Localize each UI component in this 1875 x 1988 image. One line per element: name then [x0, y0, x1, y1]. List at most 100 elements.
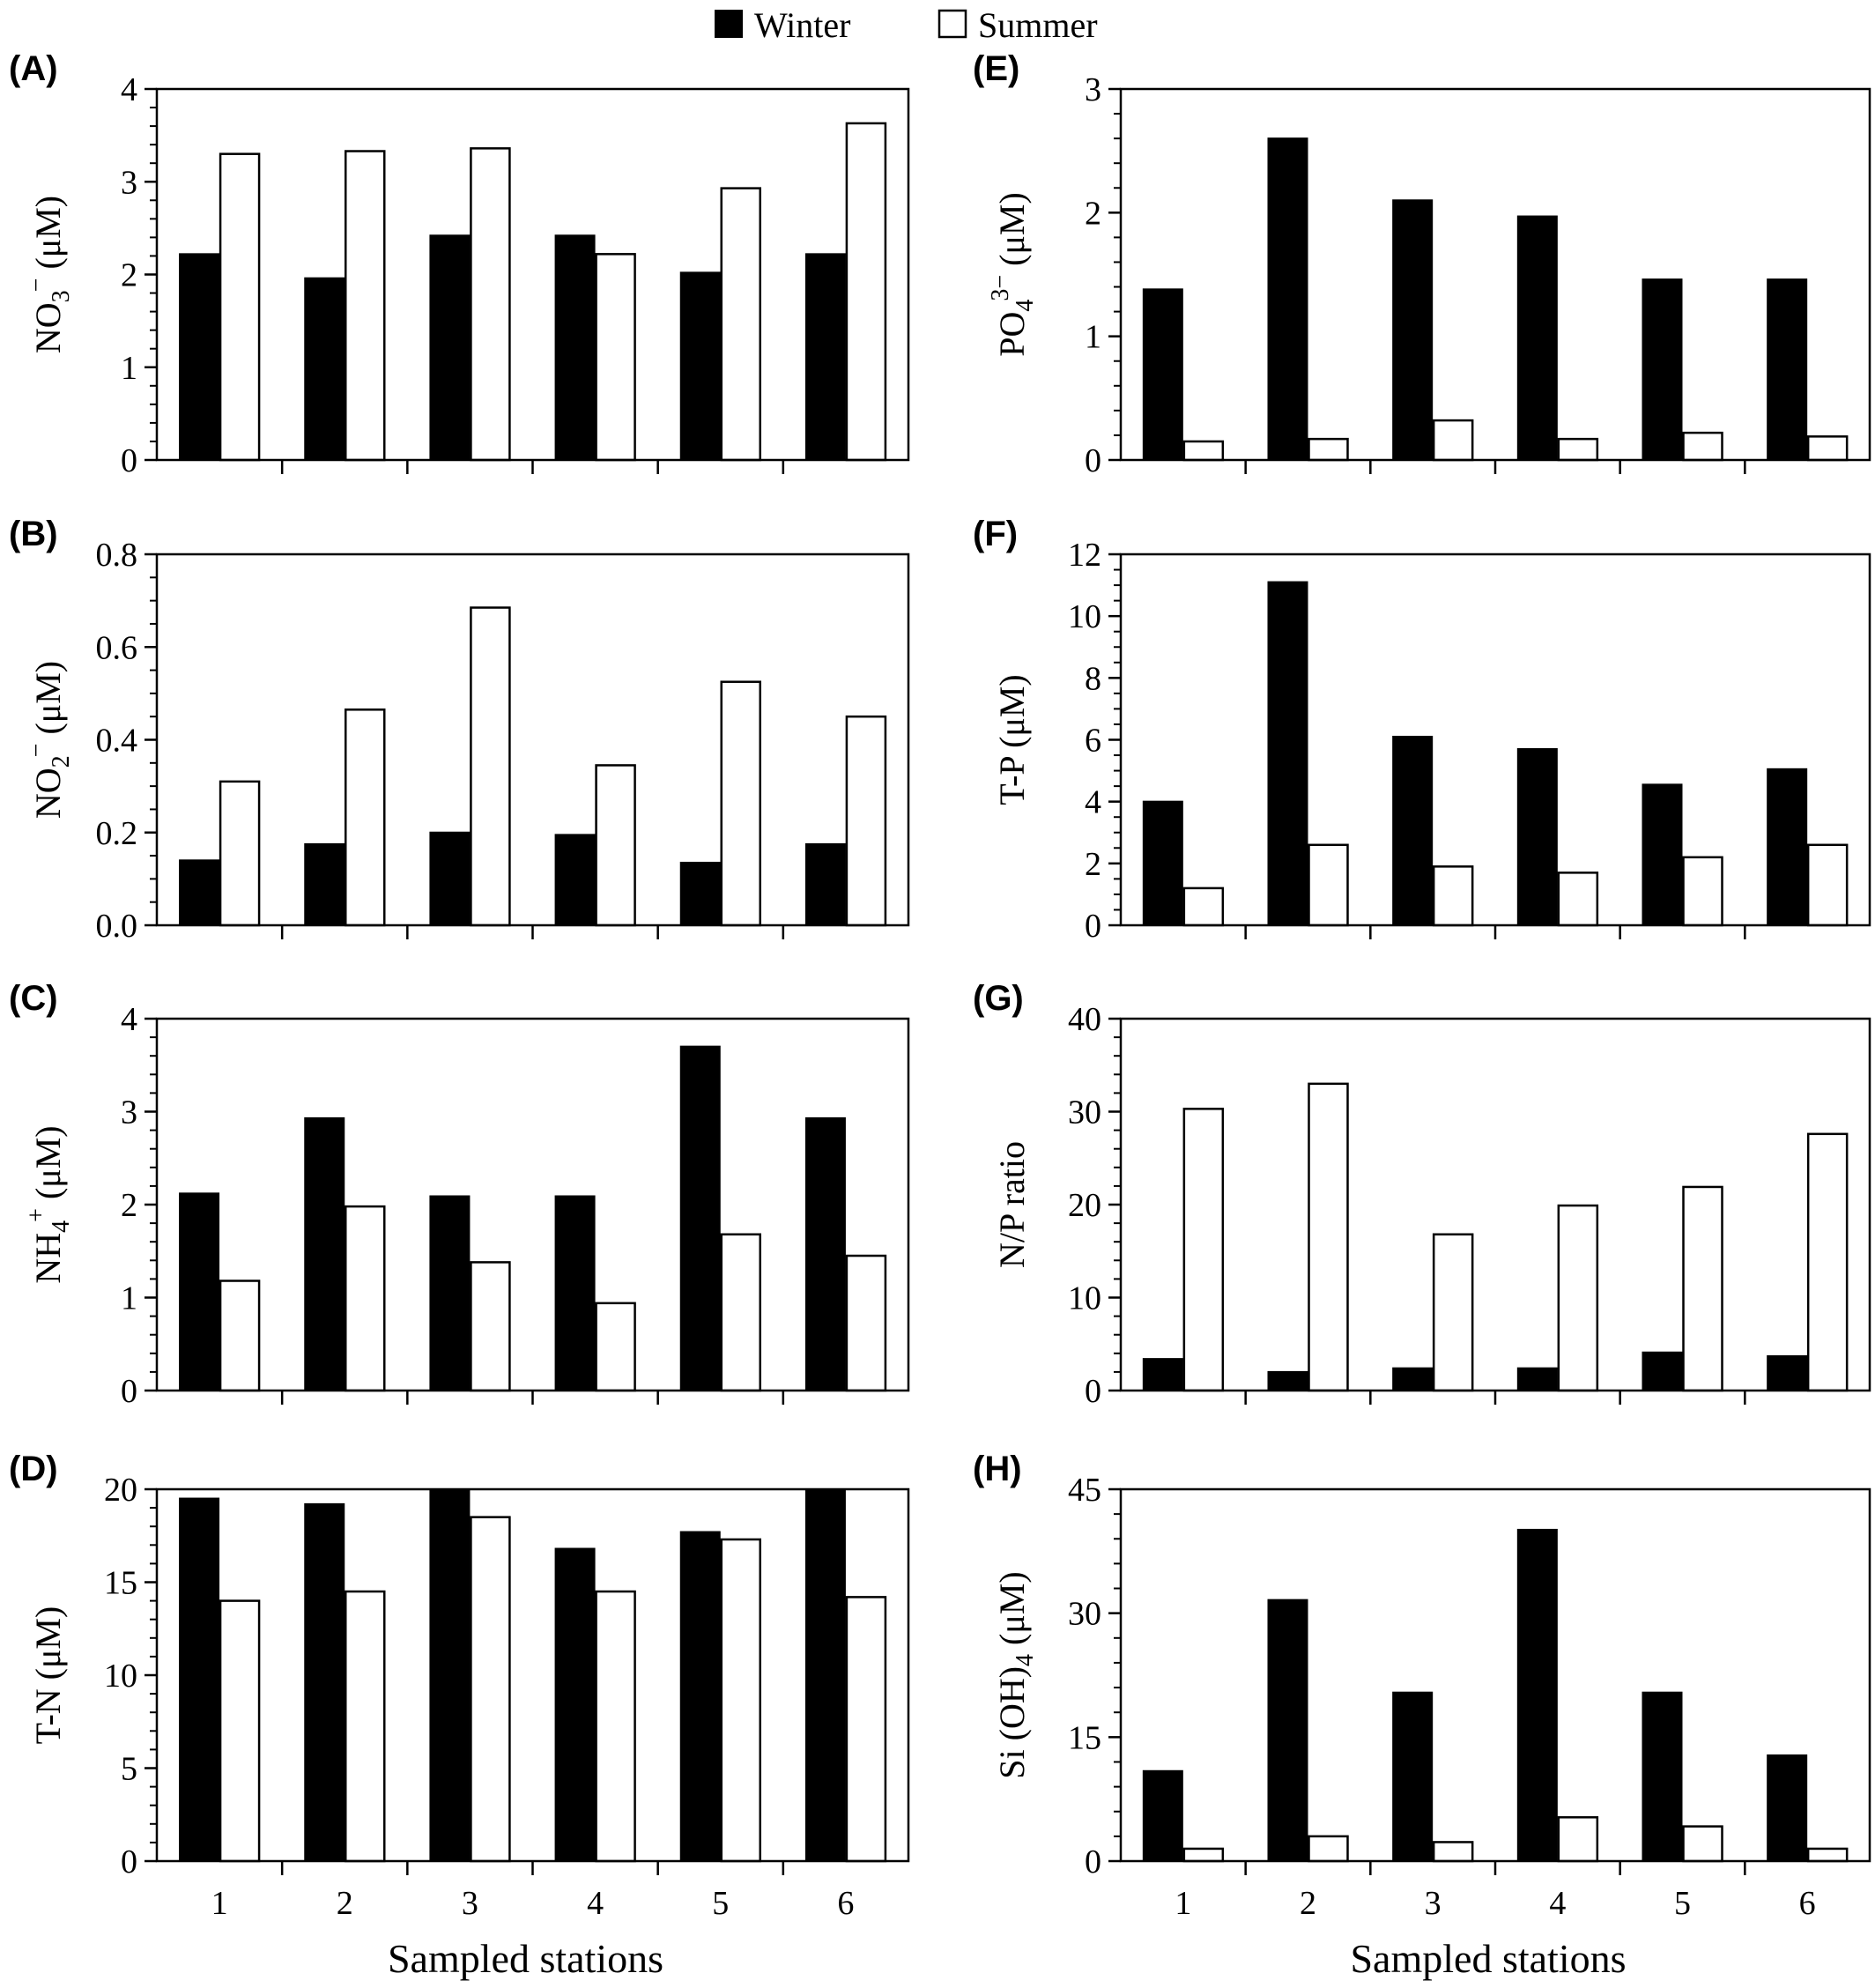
bar-summer-5: [720, 187, 761, 462]
bar-winter-3: [429, 234, 471, 462]
y-tick-label: 10: [1068, 598, 1101, 635]
panel-a: 0 1 2 3 4 (A) NO3− (μM): [9, 49, 910, 479]
bar-summer-3: [470, 1516, 511, 1863]
panel-g: 0 10 20 30 40 (G) N/P ratio: [973, 979, 1871, 1410]
x-tick-label: 6: [1799, 1885, 1816, 1922]
panel-label: (G): [973, 979, 1024, 1018]
bar-winter-5: [679, 271, 721, 461]
y-tick-label: 40: [1068, 1001, 1101, 1038]
bar-summer-6: [845, 715, 887, 927]
y-tick-label: 10: [104, 1658, 137, 1695]
y-tick-label: 5: [121, 1751, 137, 1788]
x-axis-title: Sampled stations: [388, 1936, 663, 1981]
bar-summer-4: [595, 253, 636, 462]
y-tick-label: 0: [1085, 1373, 1101, 1410]
y-axis-title: N/P ratio: [992, 1141, 1032, 1268]
legend-summer-swatch: [938, 9, 967, 39]
plot-frame: [155, 1487, 910, 1863]
bar-winter-3: [429, 831, 471, 926]
y-tick-label: 45: [1068, 1472, 1101, 1509]
bar-winter-4: [554, 234, 596, 462]
y-axis-title: NH4+ (μM): [23, 1125, 75, 1283]
bar-summer-6: [1806, 1132, 1849, 1392]
bar-winter-4: [554, 1195, 596, 1391]
plot-frame: [1119, 87, 1871, 462]
bar-summer-1: [219, 780, 261, 927]
panel-label: (H): [973, 1450, 1022, 1488]
y-axis-title: T-N (μM): [28, 1606, 68, 1745]
bar-summer-2: [1308, 843, 1349, 927]
bar-summer-5: [1682, 1185, 1723, 1392]
bar-winter-2: [304, 277, 345, 461]
y-tick-label: 30: [1068, 1094, 1101, 1131]
panel-c: 0 1 2 3 4 (C) NH4+ (μM): [9, 979, 910, 1410]
bar-winter-1: [179, 1192, 220, 1391]
bar-summer-1: [1182, 1847, 1225, 1863]
y-tick-label: 6: [1085, 723, 1101, 760]
legend-summer-label: Summer: [978, 5, 1098, 45]
bar-winter-4: [1516, 1367, 1558, 1392]
bar-winter-3: [429, 1488, 471, 1862]
bar-winter-2: [1267, 1370, 1308, 1392]
bar-winter-4: [554, 1547, 596, 1863]
y-tick-label: 12: [1068, 537, 1101, 574]
legend-winter-swatch: [715, 10, 743, 38]
bar-winter-2: [304, 1116, 345, 1391]
bar-winter-3: [1392, 1691, 1434, 1863]
bar-winter-6: [1767, 768, 1808, 926]
y-tick-label: 0: [1085, 1843, 1101, 1880]
bar-summer-2: [345, 150, 386, 462]
bar-summer-6: [845, 1596, 887, 1863]
bar-summer-3: [1432, 1233, 1474, 1392]
x-tick-label: 1: [211, 1885, 228, 1922]
bar-winter-2: [1267, 581, 1308, 926]
y-tick-label: 3: [121, 164, 137, 201]
y-tick-label: 0.2: [96, 815, 138, 852]
plot-frame: [1119, 553, 1871, 927]
panel-f: 0 2 4 6 8 10 12 (F) T-P (μM): [973, 515, 1871, 945]
y-axis-title: PO43− (μM): [987, 192, 1039, 357]
x-tick-label: 2: [337, 1885, 353, 1922]
bar-summer-6: [1806, 1847, 1849, 1863]
bar-winter-5: [679, 1531, 721, 1863]
bar-winter-6: [1767, 1754, 1808, 1863]
bar-winter-1: [179, 253, 220, 461]
panel-label: (A): [9, 49, 58, 88]
bar-winter-4: [1516, 215, 1558, 461]
x-tick-label: 2: [1300, 1885, 1316, 1922]
y-tick-label: 20: [1068, 1187, 1101, 1224]
plot-frame: [1119, 1017, 1871, 1392]
bar-winter-2: [304, 1502, 345, 1862]
bar-summer-1: [1182, 1108, 1225, 1392]
x-tick-label: 4: [1549, 1885, 1566, 1922]
bar-summer-2: [345, 1590, 386, 1863]
panel-b: 0.0 0.2 0.4 0.6 0.8 (B) NO2− (μM): [9, 515, 910, 945]
y-tick-label: 2: [1085, 195, 1101, 232]
bar-summer-1: [219, 1280, 261, 1392]
plot-frame: [155, 87, 910, 462]
y-axis-title: NO3− (μM): [23, 196, 75, 353]
panel-d: 0 5 10 15 20 1 2 3 4 5 6 Sampled stations (D) T-N (μM…: [9, 1450, 910, 1981]
bar-summer-6: [845, 122, 887, 462]
y-tick-label: 0: [121, 1373, 137, 1410]
y-tick-label: 30: [1068, 1596, 1101, 1633]
bar-summer-2: [1308, 1082, 1349, 1392]
y-tick-label: 4: [1085, 784, 1101, 821]
bar-summer-4: [595, 1590, 636, 1863]
y-axis-title: T-P (μM): [992, 674, 1032, 805]
y-tick-label: 2: [121, 257, 137, 294]
x-tick-label: 5: [712, 1885, 729, 1922]
bar-winter-1: [179, 1497, 220, 1863]
bar-winter-6: [804, 1488, 846, 1862]
y-tick-label: 0.0: [96, 908, 138, 945]
bar-summer-6: [1806, 843, 1849, 927]
y-axis-title: Si (OH)4 (μM): [992, 1571, 1039, 1778]
bar-summer-4: [595, 1302, 636, 1392]
y-tick-label: 4: [121, 1001, 137, 1038]
bar-winter-5: [679, 1045, 721, 1392]
bar-winter-6: [804, 842, 846, 926]
x-tick-label: 3: [462, 1885, 478, 1922]
y-tick-label: 3: [1085, 71, 1101, 108]
bar-summer-4: [1557, 872, 1599, 927]
y-tick-label: 10: [1068, 1280, 1101, 1317]
